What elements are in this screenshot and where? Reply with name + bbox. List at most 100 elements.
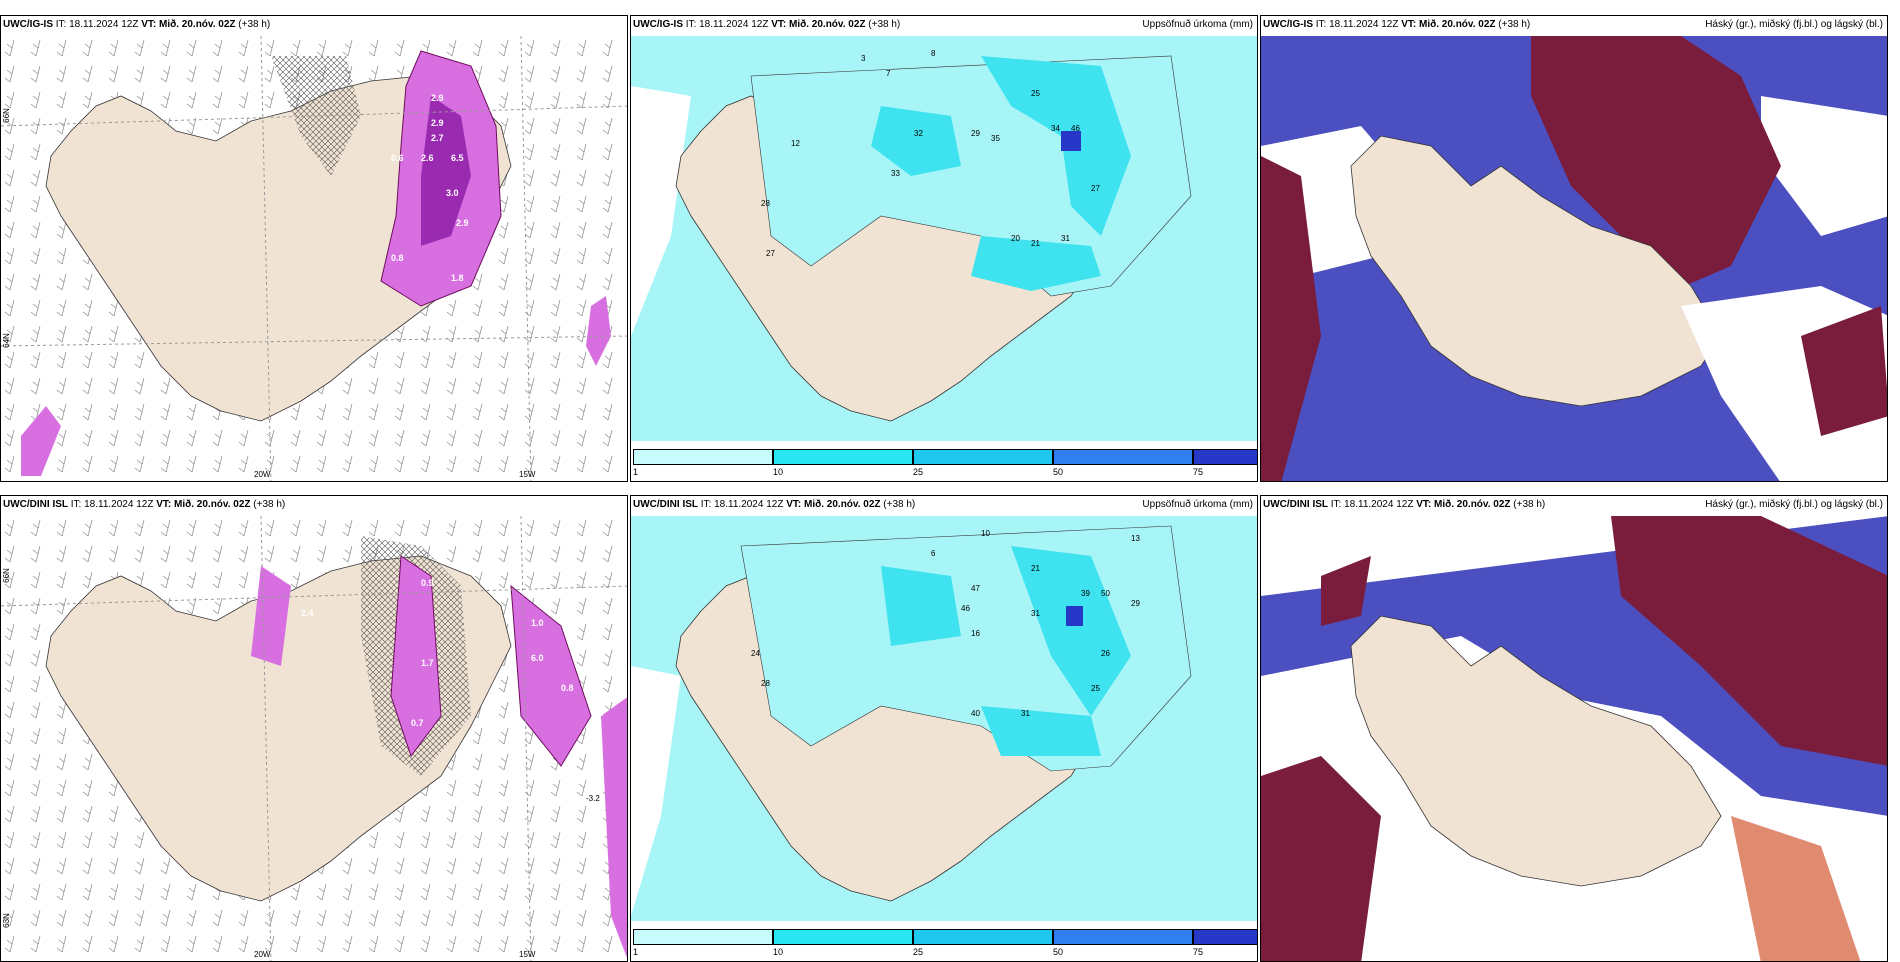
precip-panel-bottom: UWC/DINI ISL IT: 18.11.2024 12Z VT: Mið.… [630,495,1258,962]
svg-text:8: 8 [931,49,936,58]
svg-text:0.8: 0.8 [391,253,404,263]
svg-text:46: 46 [1071,124,1080,133]
svg-text:27: 27 [766,249,775,258]
panel-right-title: Háský (gr.), miðský (fj.bl.) og lágský (… [1705,19,1883,30]
lat-label-66n: 66N [1,568,11,583]
panel-title: UWC/IG-IS IT: 18.11.2024 12Z VT: Mið. 20… [633,19,901,30]
iceland-land [1350,615,1722,887]
precip-legend: 110255075100150200400 [633,929,1257,957]
snow-panel-bottom: UWC/DINI ISL IT: 18.11.2024 12Z VT: Mið.… [0,495,628,962]
lon-label-15w: 15W [519,470,536,479]
svg-text:3.0: 3.0 [446,188,459,198]
svg-text:21: 21 [1031,239,1040,248]
svg-text:29: 29 [1131,599,1140,608]
precip-map: 3 8 7 12 25 34 46 32 33 29 35 31 27 20 21 28 27 [631,36,1257,441]
svg-text:0.9: 0.9 [421,578,434,588]
high-cloud-core [1531,36,1781,296]
svg-text:33: 33 [891,169,900,178]
svg-text:46: 46 [961,604,970,613]
precip-panel-top: UWC/IG-IS IT: 18.11.2024 12Z VT: Mið. 20… [630,15,1258,482]
svg-text:-3.2: -3.2 [586,794,600,803]
svg-text:27: 27 [1091,184,1100,193]
svg-text:26: 26 [1101,649,1110,658]
legend-swatch [913,449,1053,465]
legend-swatch [1053,449,1193,465]
panel-title: UWC/IG-IS IT: 18.11.2024 12Z VT: Mið. 20… [1263,19,1531,30]
svg-text:2.9: 2.9 [456,218,469,228]
panel-title: UWC/DINI ISL IT: 18.11.2024 12Z VT: Mið.… [1263,499,1546,510]
snow-panel-top: UWC/IG-IS IT: 18.11.2024 12Z VT: Mið. 20… [0,15,628,482]
panel-title: UWC/DINI ISL IT: 18.11.2024 12Z VT: Mið.… [633,499,916,510]
svg-text:1.0: 1.0 [531,618,544,628]
snow-core [421,96,471,246]
snow-map: 2.9 2.9 2.7 2.6 6.5 3.0 2.9 1.8 0.6 0.8 [1,36,627,481]
legend-tick: 25 [913,947,924,957]
svg-text:12: 12 [791,139,800,148]
legend-swatch [913,929,1053,945]
svg-text:50: 50 [1101,589,1110,598]
precip-map: 10 6 21 39 50 13 29 26 46 47 16 25 31 40 31 24 28 [631,516,1257,921]
svg-text:6.0: 6.0 [531,653,544,663]
svg-text:47: 47 [971,584,980,593]
svg-text:25: 25 [1031,89,1040,98]
snow-patch-sw [21,406,61,476]
svg-text:13: 13 [1131,534,1140,543]
svg-text:1.4: 1.4 [591,708,604,718]
svg-text:21: 21 [1031,564,1040,573]
svg-text:3: 3 [861,54,866,63]
legend-tick: 10 [773,467,784,477]
svg-text:6: 6 [931,549,936,558]
svg-text:7: 7 [886,69,891,78]
svg-text:24: 24 [751,649,760,658]
svg-text:28: 28 [761,679,770,688]
panel-right-title: Háský (gr.), miðský (fj.bl.) og lágský (… [1705,499,1883,510]
lon-label-15w: 15W [519,950,536,959]
svg-text:2.6: 2.6 [421,153,434,163]
svg-text:0.8: 0.8 [561,683,574,693]
svg-text:10: 10 [981,529,990,538]
svg-text:2.7: 2.7 [431,133,444,143]
svg-text:1.8: 1.8 [451,273,464,283]
svg-text:2.4: 2.4 [301,608,314,618]
legend-tick: 50 [1053,947,1064,957]
svg-text:31: 31 [1031,609,1040,618]
svg-text:32: 32 [914,129,923,138]
hatch-region [271,56,361,176]
legend-tick: 75 [1193,467,1204,477]
panel-right-title: Uppsöfnuð úrkoma (mm) [1142,19,1253,30]
svg-text:0.7: 0.7 [411,718,424,728]
legend-swatch [633,929,773,945]
svg-text:29: 29 [971,129,980,138]
lat-label-66n: 66N [1,108,11,123]
lat-label-63n: 63N [1,913,11,928]
cloud-panel-top: UWC/IG-IS IT: 18.11.2024 12Z VT: Mið. 20… [1260,15,1888,482]
legend-swatch [1053,929,1193,945]
legend-swatch [1193,929,1257,945]
svg-text:25: 25 [1091,684,1100,693]
panel-title: UWC/DINI ISL IT: 18.11.2024 12Z VT: Mið.… [3,499,286,510]
legend-tick: 25 [913,467,924,477]
legend-tick: 75 [1193,947,1204,957]
svg-text:40: 40 [971,709,980,718]
panel-right-title: Uppsöfnuð úrkoma (mm) [1142,499,1253,510]
cloud-panel-bottom: UWC/DINI ISL IT: 18.11.2024 12Z VT: Mið.… [1260,495,1888,962]
legend-swatch [633,449,773,465]
svg-text:1.7: 1.7 [421,658,434,668]
lon-label-20w: 20W [254,950,271,959]
legend-swatch [1193,449,1257,465]
svg-text:31: 31 [1021,709,1030,718]
cloud-map [1261,36,1887,481]
svg-text:20: 20 [1011,234,1020,243]
svg-text:0.6: 0.6 [391,153,404,163]
cloud-map [1261,516,1887,961]
panel-title: UWC/IG-IS IT: 18.11.2024 12Z VT: Mið. 20… [3,19,271,30]
svg-text:34: 34 [1051,124,1060,133]
legend-tick: 1 [633,467,639,477]
svg-text:6.5: 6.5 [451,153,464,163]
legend-tick: 1 [633,947,639,957]
snow-map: 0.9 1.0 6.0 1.7 0.7 2.4 0.8 1.4 -3.2 [1,516,627,961]
lat-label-64n: 64N [1,333,11,348]
svg-text:39: 39 [1081,589,1090,598]
svg-text:31: 31 [1061,234,1070,243]
svg-text:28: 28 [761,199,770,208]
